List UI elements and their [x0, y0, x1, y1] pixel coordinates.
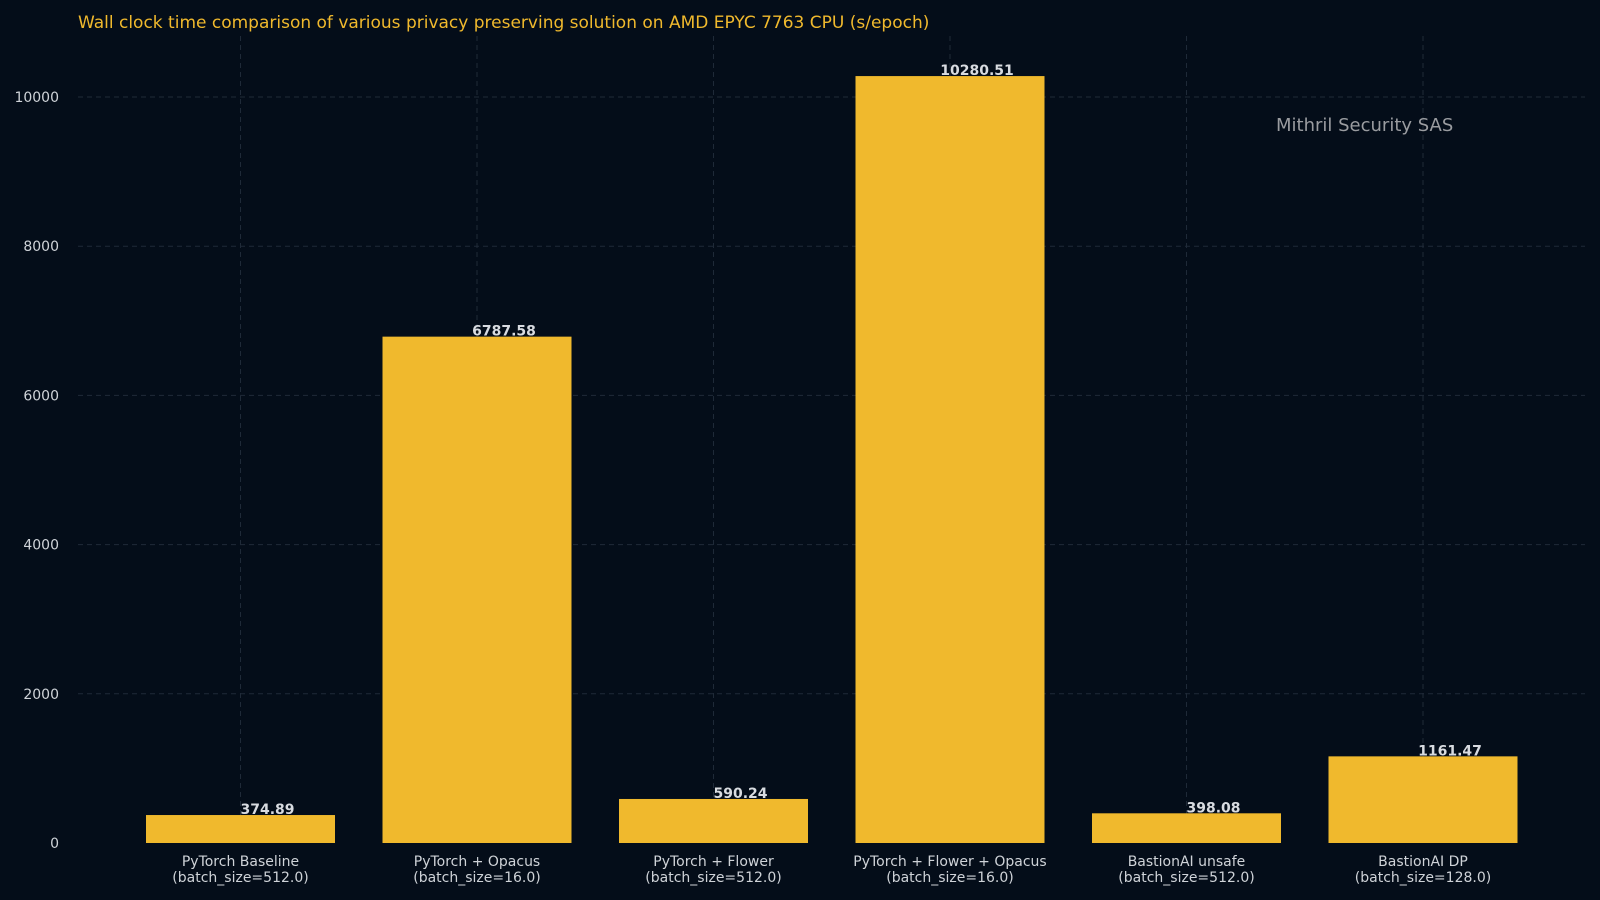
grid-layer: [78, 36, 1585, 843]
y-tick-label: 4000: [23, 538, 59, 554]
y-tick-label: 10000: [14, 90, 59, 106]
x-tick-sublabel: (batch_size=512.0): [645, 870, 781, 886]
label-layer: 0 2000 4000 6000 8000 10000 374.89 PyTorch Base…: [14, 63, 1491, 886]
y-tick-label: 8000: [23, 239, 59, 255]
bar-value-label: 398.08: [1186, 800, 1240, 816]
bar-value-label: 10280.51: [940, 63, 1014, 79]
x-tick-label: PyTorch + Flower + Opacus: [853, 854, 1046, 870]
watermark-text: Mithril Security SAS: [1276, 115, 1453, 136]
bar-value-label: 6787.58: [472, 324, 536, 340]
bar-value-label: 1161.47: [1418, 743, 1482, 759]
x-tick-sublabel: (batch_size=16.0): [413, 870, 541, 886]
x-tick-sublabel: (batch_size=512.0): [172, 870, 308, 886]
bar-layer: [146, 76, 1518, 843]
x-tick-sublabel: (batch_size=512.0): [1118, 870, 1254, 886]
x-tick-label: BastionAI unsafe: [1128, 854, 1246, 870]
x-tick-label: PyTorch Baseline: [182, 854, 299, 870]
y-tick-label: 0: [50, 836, 59, 852]
bar-value-label: 374.89: [240, 802, 294, 818]
x-tick-sublabel: (batch_size=128.0): [1355, 870, 1491, 886]
bar: [382, 336, 572, 843]
bar: [619, 798, 808, 843]
x-tick-label: BastionAI DP: [1378, 854, 1468, 870]
bar: [1328, 756, 1518, 843]
bar: [855, 76, 1045, 843]
bar-value-label: 590.24: [713, 786, 767, 802]
x-tick-sublabel: (batch_size=16.0): [886, 870, 1014, 886]
x-tick-label: PyTorch + Opacus: [414, 854, 540, 870]
y-tick-label: 6000: [23, 388, 59, 404]
x-tick-label: PyTorch + Flower: [653, 854, 774, 870]
bar: [146, 815, 335, 843]
chart-title: Wall clock time comparison of various pr…: [78, 13, 929, 33]
bar: [1092, 813, 1281, 843]
y-tick-label: 2000: [23, 687, 59, 703]
